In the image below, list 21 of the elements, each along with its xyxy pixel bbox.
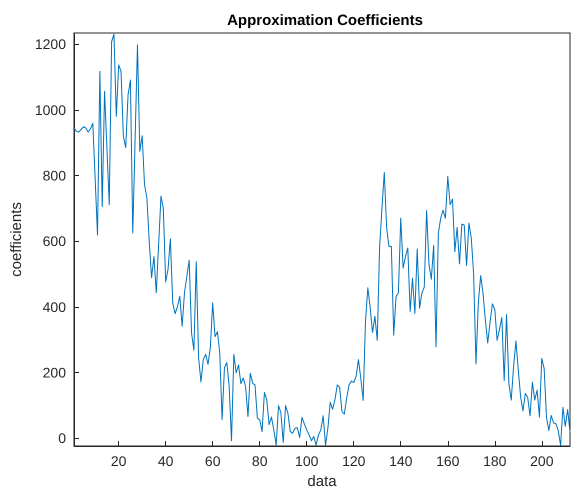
x-tick-label: 20 <box>110 453 127 469</box>
x-tick-label: 140 <box>389 453 413 469</box>
line-series <box>74 34 570 446</box>
x-tick-label: 40 <box>158 453 174 469</box>
y-tick-label: 600 <box>42 233 66 250</box>
x-tick-label: 60 <box>204 453 221 469</box>
x-axis-title: data <box>307 473 338 490</box>
x-tick-label: 200 <box>530 453 554 469</box>
y-tick-label: 1000 <box>34 102 66 118</box>
y-tick-label: 800 <box>42 167 66 184</box>
x-tick-label: 100 <box>295 453 319 469</box>
y-tick-label: 200 <box>42 364 66 380</box>
y-axis-title: coefficients <box>8 202 25 277</box>
y-tick-label: 400 <box>42 298 66 315</box>
y-tick-label: 1200 <box>34 36 66 52</box>
x-tick-label: 120 <box>342 453 366 469</box>
chart-title: Approximation Coefficients <box>227 12 423 29</box>
y-tick-label: 0 <box>58 430 66 446</box>
x-tick-label: 180 <box>483 453 507 469</box>
x-tick-label: 160 <box>436 453 460 469</box>
x-tick-label: 80 <box>252 453 268 469</box>
